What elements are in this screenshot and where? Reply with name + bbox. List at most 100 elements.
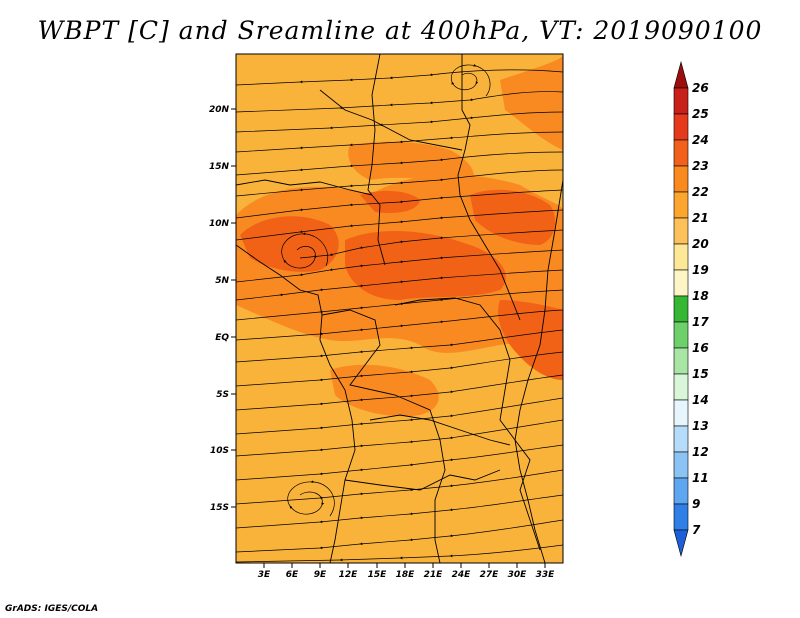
colorbar-label: 18 — [692, 289, 709, 303]
colorbar-label: 26 — [692, 81, 709, 95]
colorbar-label: 24 — [692, 133, 709, 147]
country-borders — [236, 54, 563, 563]
border-line — [367, 54, 386, 266]
colorbar-label: 11 — [692, 471, 709, 485]
warm-field-ne — [500, 55, 563, 150]
lon-label: 33E — [536, 570, 556, 580]
lon-label: 27E — [480, 570, 500, 580]
colorbar-swatch — [673, 165, 689, 193]
colorbar-label: 14 — [692, 393, 709, 407]
vortex-north — [450, 64, 491, 97]
colorbar-swatch — [673, 503, 689, 531]
lat-label: 5S — [216, 390, 229, 400]
colorbar-label: 22 — [692, 185, 709, 199]
streamline — [236, 249, 563, 283]
streamline — [236, 544, 563, 563]
streamline — [236, 111, 563, 133]
lon-label: 18E — [396, 570, 416, 580]
lat-label: EQ — [215, 333, 229, 343]
streamline — [236, 169, 563, 197]
colorbar-label: 19 — [692, 263, 709, 277]
colorbar-swatch — [673, 87, 689, 115]
lat-label: 10N — [209, 219, 230, 229]
colorbar-swatch — [673, 321, 689, 349]
colorbar: 26 25 24 23 22 21 20 19 18 17 16 15 14 13 12 11 9 7 — [673, 60, 709, 558]
colorbar-swatch — [673, 347, 689, 375]
hot-field-east — [498, 300, 563, 380]
streamline — [236, 151, 563, 176]
colorbar-swatch — [673, 477, 689, 505]
chart-title: WBPT [C] and Sreamline at 400hPa, VT: 20… — [37, 16, 763, 45]
grads-credit: GrADS: IGES/COLA — [5, 604, 99, 614]
streamline — [236, 91, 563, 113]
streamline — [236, 374, 563, 411]
border-line — [344, 469, 501, 491]
streamline — [236, 269, 563, 301]
colorbar-top-arrow — [673, 60, 689, 89]
streamline — [236, 189, 563, 219]
colorbar-swatch — [673, 217, 689, 245]
coastline — [514, 179, 563, 563]
colorbar-swatch — [673, 269, 689, 297]
border-line — [457, 54, 521, 321]
lon-label: 9E — [314, 570, 327, 580]
streamline — [236, 351, 563, 387]
lon-label: 6E — [286, 570, 299, 580]
colorbar-swatch — [673, 295, 689, 323]
streamline — [236, 131, 563, 153]
vortex-southwest — [287, 480, 335, 517]
streamline — [299, 229, 563, 259]
colorbar-label: 17 — [692, 315, 709, 329]
streamline — [236, 444, 563, 481]
vortex-west — [281, 232, 329, 269]
lat-label: 5N — [215, 276, 229, 286]
lon-label: 30E — [508, 570, 528, 580]
colorbar-label: 13 — [692, 419, 709, 433]
streamline — [236, 309, 563, 341]
streamline — [236, 329, 563, 363]
border-line — [321, 309, 446, 563]
lat-label: 10S — [210, 446, 229, 456]
colorbar-label: 9 — [692, 497, 700, 511]
colorbar-label: 12 — [692, 445, 709, 459]
streamline — [236, 209, 563, 241]
colorbar-swatch — [673, 373, 689, 401]
lon-label: 21E — [424, 570, 444, 580]
map-frame — [235, 53, 564, 564]
latitude-axis: 20N 15N 10N 5N EQ 5S 10S 15S — [209, 105, 236, 513]
colorbar-swatch — [673, 425, 689, 453]
streamlines — [236, 64, 563, 563]
lon-label: 3E — [258, 570, 271, 580]
colorbar-bottom-arrow — [673, 529, 689, 558]
colorbar-swatch — [673, 191, 689, 219]
border-line — [319, 89, 463, 151]
lon-label: 12E — [339, 570, 359, 580]
border-line — [369, 414, 511, 446]
colorbar-label: 21 — [692, 211, 709, 225]
colorbar-swatch — [673, 399, 689, 427]
border-line — [236, 179, 373, 196]
border-line — [394, 297, 541, 551]
lat-label: 15N — [209, 162, 230, 172]
colorbar-swatch — [673, 139, 689, 167]
lon-label: 15E — [368, 570, 388, 580]
colorbar-label: 25 — [692, 107, 709, 121]
streamline — [236, 419, 563, 457]
streamline — [236, 397, 563, 435]
colorbar-label: 16 — [692, 341, 709, 355]
colorbar-swatch — [673, 243, 689, 271]
lon-label: 24E — [452, 570, 472, 580]
lat-label: 15S — [210, 503, 229, 513]
colorbar-label: 15 — [692, 367, 709, 381]
streamline — [236, 519, 563, 553]
lat-label: 20N — [209, 105, 230, 115]
longitude-axis: 3E 6E 9E 12E 15E 18E 21E 24E 27E 30E 33E — [258, 563, 555, 580]
colorbar-label: 23 — [692, 159, 709, 173]
colorbar-label: 7 — [692, 523, 701, 537]
colorbar-swatch — [673, 113, 689, 141]
colorbar-swatch — [673, 451, 689, 479]
streamline — [236, 469, 563, 505]
hot-field-ne — [470, 189, 556, 245]
colorbar-label: 20 — [692, 237, 709, 251]
